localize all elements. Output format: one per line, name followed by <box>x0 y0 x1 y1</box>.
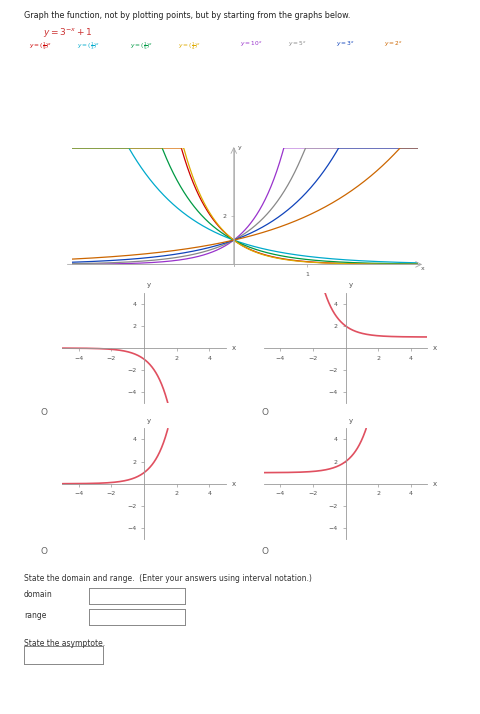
Text: $y=(\frac{1}{4})^x$: $y=(\frac{1}{4})^x$ <box>178 40 201 52</box>
Text: x: x <box>231 481 235 487</box>
Text: domain: domain <box>24 590 53 598</box>
Text: y: y <box>348 418 352 424</box>
Text: O: O <box>262 547 269 555</box>
Text: $y=(\frac{1}{9})^x$: $y=(\frac{1}{9})^x$ <box>29 40 52 52</box>
Text: x: x <box>433 481 437 487</box>
Text: $y=10^x$: $y=10^x$ <box>240 40 263 49</box>
Text: $y=3^x$: $y=3^x$ <box>336 40 355 49</box>
Text: $y=(\frac{1}{5})^x$: $y=(\frac{1}{5})^x$ <box>130 40 153 52</box>
Text: y: y <box>348 282 352 288</box>
Text: $y=5^x$: $y=5^x$ <box>288 40 307 49</box>
Text: y: y <box>238 145 241 150</box>
Text: State the asymptote.: State the asymptote. <box>24 639 105 648</box>
Text: x: x <box>421 266 425 271</box>
Text: State the domain and range.  (Enter your answers using interval notation.): State the domain and range. (Enter your … <box>24 574 312 583</box>
Text: range: range <box>24 611 47 620</box>
Text: $y=2^x$: $y=2^x$ <box>384 40 403 49</box>
Text: x: x <box>433 345 437 351</box>
Text: O: O <box>41 408 48 417</box>
Text: O: O <box>41 547 48 555</box>
Text: x: x <box>231 345 235 351</box>
Text: $y = 3^{-x} + 1$: $y = 3^{-x} + 1$ <box>43 26 93 39</box>
Text: y: y <box>147 418 151 424</box>
Text: y: y <box>147 282 151 288</box>
Text: $y=(\frac{1}{3})^x$: $y=(\frac{1}{3})^x$ <box>77 40 100 52</box>
Text: O: O <box>262 408 269 417</box>
Text: Graph the function, not by plotting points, but by starting from the graphs belo: Graph the function, not by plotting poin… <box>24 11 350 21</box>
